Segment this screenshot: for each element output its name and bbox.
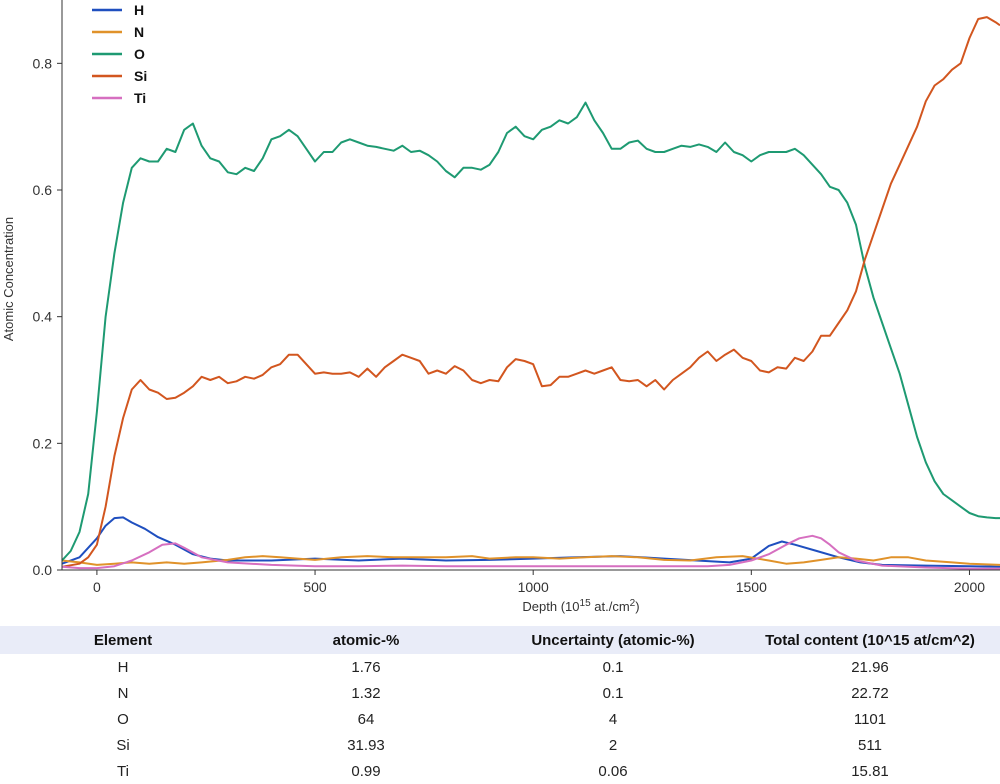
legend: HNO Si Ti [92,2,147,106]
table-row: Ti 0.99 0.06 15.81 [0,758,1000,784]
cell-element: N [117,684,129,702]
column-header-atomic-percent: atomic-% [246,626,486,654]
cell-total-content: 1101 [853,710,887,728]
cell-uncertainty: 2 [608,736,618,754]
cell-uncertainty: 0.1 [602,684,624,702]
legend-label-h: H [134,2,144,18]
cell-atomic-percent: 1.76 [351,658,381,676]
y-tick-label: 0.0 [33,562,53,578]
plot-area [61,16,1000,570]
cell-total-content: 21.96 [851,658,889,676]
table-row: N 1.32 0.1 22.72 [0,680,1000,706]
results-table: Element atomic-% Uncertainty (atomic-%) … [0,626,1000,784]
column-header-uncertainty: Uncertainty (atomic-%) [486,626,740,654]
x-tick-label: 0 [93,579,101,595]
cell-element: H [117,658,129,676]
table-row: O 64 4 1101 [0,706,1000,732]
cell-total-content: 511 [858,736,882,754]
column-header-element: Element [0,626,246,654]
x-tick-label: 1000 [518,579,549,595]
cell-uncertainty: 4 [608,710,618,728]
x-tick-label: 500 [303,579,327,595]
axes: 0 500 1000 1500 2000 0.0 0.2 0.4 0.6 0.8 Depth (10… [1,0,1000,614]
legend-label-ti: Ti [134,90,146,106]
table-header-row: Element atomic-% Uncertainty (atomic-%) … [0,626,1000,654]
series-line-si [61,16,1000,568]
table-row: H 1.76 0.1 21.96 [0,654,1000,680]
series-line-o [61,101,1000,562]
y-tick-label: 0.8 [33,55,53,71]
cell-element: Ti [117,762,129,780]
y-tick-label: 0.2 [33,435,53,451]
cell-atomic-percent: 0.99 [351,762,381,780]
y-tick-label: 0.6 [33,182,53,198]
series-line-h [61,516,1000,568]
x-tick-label: 2000 [954,579,985,595]
cell-total-content: 22.72 [851,684,889,702]
cell-element: Si [116,736,130,754]
y-axis-title: Atomic Concentration [1,217,16,341]
x-axis-title: Depth (1015 at./cm2) [522,598,639,614]
column-header-total-content: Total content (10^15 at/cm^2) [740,626,1000,654]
legend-label-si: Si [134,68,147,84]
depth-profile-chart: 0 500 1000 1500 2000 0.0 0.2 0.4 0.6 0.8 Depth (10… [1,0,1000,614]
cell-atomic-percent: 1.32 [351,684,381,702]
legend-label-n: N [134,24,144,40]
cell-atomic-percent: 64 [357,710,375,728]
series-line-ti [61,534,1000,570]
y-tick-label: 0.4 [33,309,53,325]
legend-label-o: O [134,46,145,62]
cell-atomic-percent: 31.93 [347,736,385,754]
cell-total-content: 15.81 [851,762,889,780]
table-row: Si 31.93 2 511 [0,732,1000,758]
cell-element: O [117,710,129,728]
x-tick-label: 1500 [736,579,767,595]
cell-uncertainty: 0.1 [602,658,624,676]
cell-uncertainty: 0.06 [598,762,628,780]
